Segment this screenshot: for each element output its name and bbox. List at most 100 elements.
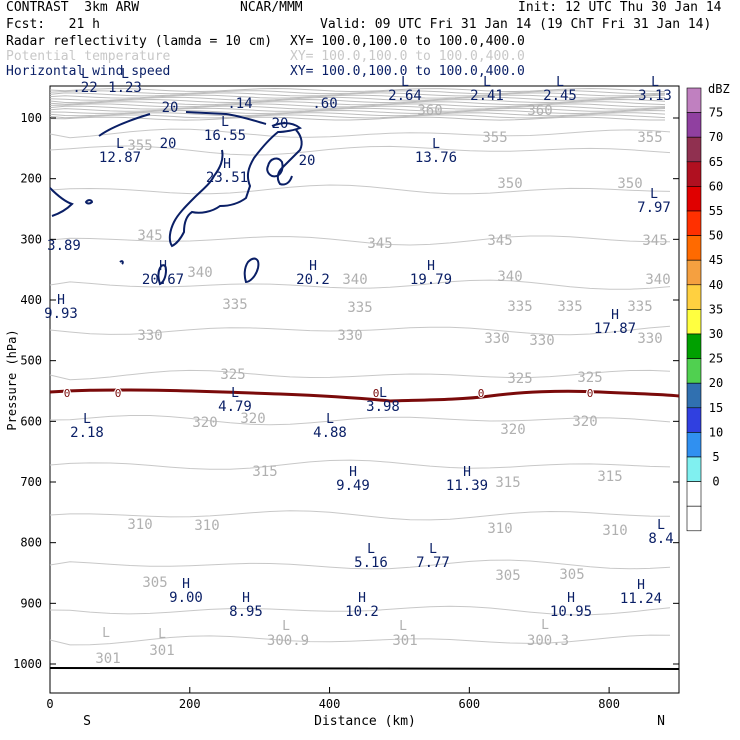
wind-extremum-marker: H: [637, 578, 645, 593]
wind-extremum-marker: H: [349, 465, 357, 480]
colorbar-level: 10: [709, 425, 723, 439]
theta-line: [49, 235, 671, 246]
theta-label: 301: [149, 643, 174, 659]
theta-label: 325: [507, 371, 532, 387]
wind-extremum-value: 8.95: [229, 604, 263, 620]
wind-contour-label: 20: [160, 136, 177, 152]
wind-extremum-value: 2.45: [543, 88, 577, 104]
theta-label: 300.9: [267, 633, 309, 649]
theta-label: 345: [487, 233, 512, 249]
theta-grey-markers: L LL L L: [102, 618, 549, 642]
wind-extremum-marker: H: [309, 259, 317, 274]
theta-label: 320: [572, 414, 597, 430]
field-theta-xy: XY= 100.0,100.0 to 100.0,400.0: [290, 49, 525, 64]
wind-extremum-value: .22: [72, 80, 97, 96]
wind-extrema-labels: L.22L1.23.14.60L2.64L2.41L2.45L3.13L16.5…: [44, 67, 674, 620]
colorbar-swatch: [686, 259, 702, 286]
wind-extremum-value: 23.51: [206, 170, 248, 186]
theta-line: [49, 184, 671, 195]
wind-extremum-marker: H: [567, 591, 575, 606]
y-tick-label: 100: [20, 111, 42, 125]
wind-extremum-marker: L: [483, 75, 491, 90]
theta-line: [49, 634, 671, 646]
wind-extremum-marker: L: [221, 115, 229, 130]
plot-frame: [49, 85, 680, 694]
zero-label-bg: [114, 388, 122, 398]
wind-extremum-marker: L: [116, 137, 124, 152]
colorbar-swatch: [686, 505, 702, 532]
zero-label: 0: [373, 387, 380, 400]
theta-band-line: [49, 98, 666, 104]
colorbar-level: 5: [712, 450, 719, 464]
wind-extremum-value: 11.39: [446, 478, 488, 494]
theta-label: 330: [337, 328, 362, 344]
wind-extremum-value: 4.79: [218, 399, 252, 415]
theta-label: 300.3: [527, 633, 569, 649]
colorbar-swatch: [686, 284, 702, 310]
wind-extremum-value: 3.98: [366, 399, 400, 415]
wind-extremum-value: 8.4: [648, 531, 673, 547]
wind-extremum-value: 7.77: [416, 555, 450, 571]
theta-line: [49, 325, 671, 336]
colorbar-swatch: [686, 235, 702, 261]
y-tick-label: 800: [20, 536, 42, 550]
wind-contour-labels: 20 20 20 20: [160, 100, 316, 169]
theta-label: 330: [529, 333, 554, 349]
theta-line: [49, 459, 671, 470]
wind-contour-jet-core: [98, 111, 303, 248]
colorbar-level: 45: [709, 253, 723, 267]
wind-extremum-marker: H: [223, 157, 231, 172]
colorbar-swatch: [686, 186, 702, 212]
wind-extremum-value: 13.76: [415, 150, 457, 166]
colorbar-level: 40: [709, 278, 723, 292]
theta-line: [49, 145, 671, 156]
theta-line: [49, 128, 671, 139]
field-reflectivity-xy: XY= 100.0,100.0 to 100.0,400.0: [290, 34, 525, 49]
theta-band-line: [49, 103, 666, 108]
wind-extremum-value: 20.2: [296, 272, 330, 288]
wind-extremum-marker: L: [432, 137, 440, 152]
theta-band-line: [49, 116, 665, 121]
wind-contour-left-edge: [49, 187, 74, 217]
theta-line: [49, 605, 671, 616]
wind-extremum-value: 3.89: [47, 238, 81, 254]
wind-extremum-marker: H: [463, 465, 471, 480]
wind-extremum-value: 5.16: [354, 555, 388, 571]
theta-label: 310: [487, 521, 512, 537]
colorbar-level: 50: [709, 229, 723, 243]
theta-label: 350: [497, 176, 522, 192]
theta-label: 330: [637, 331, 662, 347]
theta-label: 315: [495, 475, 520, 491]
wind-contour-small-loop: [266, 157, 284, 178]
wind-extremum-marker: L: [326, 412, 334, 427]
wind-extremum-value: 2.18: [70, 425, 104, 441]
wind-extremum-value: 10.95: [550, 604, 592, 620]
theta-marker: L: [102, 626, 110, 641]
theta-label: 335: [627, 299, 652, 315]
colorbar-swatch: [686, 112, 702, 138]
wind-contour-label: 20: [272, 116, 289, 132]
theta-band-line: [49, 105, 666, 110]
wind-extremum-marker: L: [379, 386, 387, 401]
theta-label: 360: [417, 103, 442, 119]
colorbar-swatch: [686, 456, 702, 482]
colorbar-swatch: [686, 309, 702, 335]
colorbar-level: 30: [709, 327, 723, 341]
wind-extremum-marker: H: [182, 577, 190, 592]
x-tick-label: 400: [319, 697, 341, 711]
colorbar-level: 20: [709, 376, 723, 390]
surface-line: [49, 667, 680, 670]
colorbar-swatch: [686, 333, 702, 359]
theta-line: [49, 510, 671, 521]
theta-label: 330: [137, 328, 162, 344]
zero-label-bg: [372, 388, 380, 398]
wind-extremum-marker: H: [358, 591, 366, 606]
zero-celsius-line: [49, 388, 680, 403]
x-tick-label: 200: [179, 697, 201, 711]
org-label: NCAR/MMM: [240, 0, 303, 15]
wind-extremum-marker: L: [121, 67, 129, 82]
zero-label: 0: [587, 387, 594, 400]
wind-extremum-marker: L: [650, 187, 658, 202]
theta-marker: L: [399, 619, 407, 634]
